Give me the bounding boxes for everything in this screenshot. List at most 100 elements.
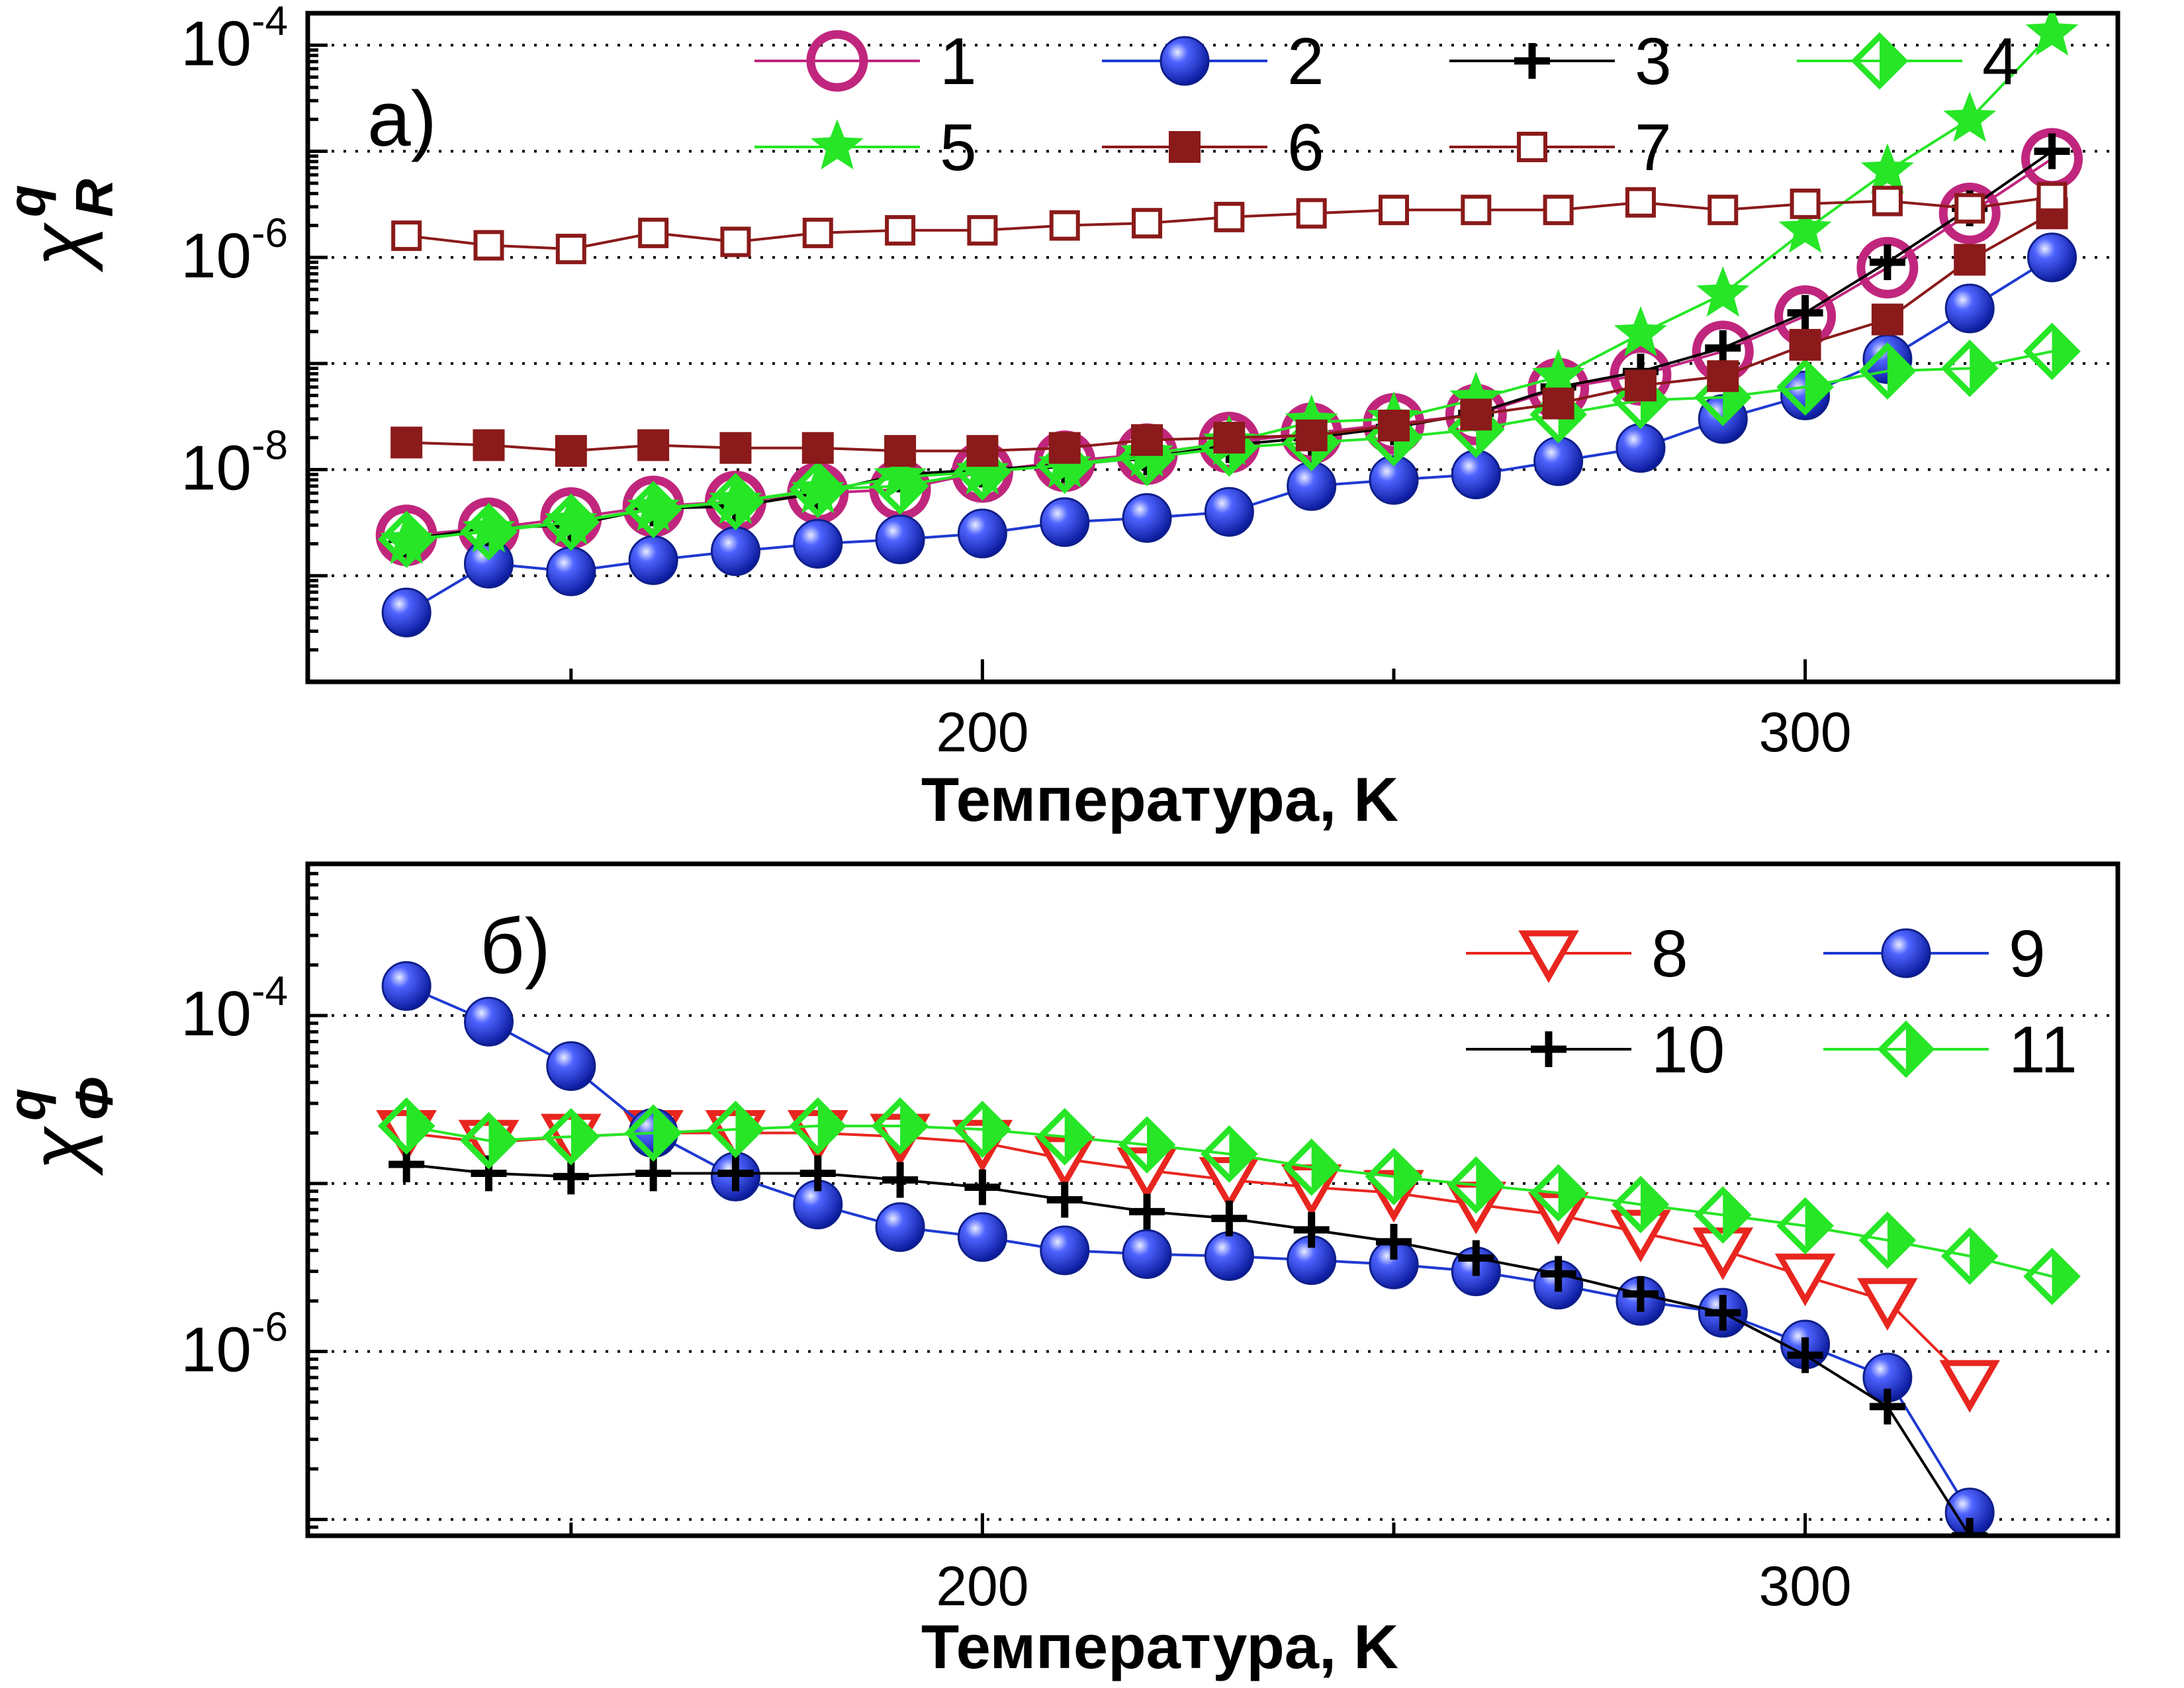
data-point: [1378, 409, 1410, 442]
data-point: [954, 1100, 1011, 1158]
data-point: [1542, 387, 1574, 420]
data-point: [1615, 423, 1666, 473]
data-point: [1774, 1253, 1836, 1307]
data-point: [1296, 198, 1327, 229]
y-axis-subscript: Φ: [65, 1077, 124, 1121]
data-point: [956, 444, 1009, 494]
legend-item-9: 9: [1823, 917, 2046, 991]
data-point: [719, 432, 752, 464]
data-point: [460, 1111, 518, 1170]
data-point: [1449, 371, 1503, 422]
data-point: [546, 546, 596, 596]
data-point: [882, 1162, 919, 1198]
data-point: [1447, 1156, 1505, 1214]
data-point: [1543, 195, 1574, 226]
panel-label: б): [480, 903, 551, 990]
series-2: [381, 232, 2077, 637]
legend-label: 2: [1287, 24, 1324, 99]
data-point: [2023, 322, 2081, 381]
x-tick-label: 300: [1759, 1555, 1852, 1617]
data-point: [1869, 1388, 1905, 1425]
legend-item-5: 5: [754, 111, 977, 185]
data-point: [1533, 436, 1584, 487]
data-point: [2036, 181, 2068, 212]
legend-marker: [1881, 928, 1931, 978]
data-point: [1625, 187, 1656, 218]
legend-marker: [1517, 132, 1547, 162]
data-point: [1869, 244, 1905, 281]
data-point: [1132, 208, 1163, 239]
data-point: [1952, 1518, 1988, 1536]
data-point: [1285, 394, 1338, 445]
data-point: [1776, 1197, 1834, 1255]
data-point: [1204, 1231, 1254, 1281]
data-point: [871, 1097, 929, 1155]
y-tick-label: 10-8: [181, 422, 288, 503]
panel-label: а): [367, 75, 437, 163]
data-point: [885, 214, 916, 246]
data-point: [1944, 283, 1995, 334]
data-point: [462, 502, 516, 553]
data-point: [875, 1202, 925, 1252]
data-point: [1461, 195, 1492, 226]
data-point: [1129, 1194, 1165, 1230]
data-point: [1787, 295, 1823, 331]
data-point: [801, 432, 834, 464]
data-point: [1943, 91, 1997, 142]
series-11: [377, 1097, 2081, 1305]
data-point: [1118, 1116, 1176, 1174]
data-point: [1200, 1125, 1258, 1183]
legend-marker: [1514, 43, 1550, 79]
data-point: [1610, 1209, 1671, 1263]
y-axis-symbol: χ: [15, 222, 103, 273]
data-point: [628, 535, 678, 585]
x-axis-title: Температура, K: [921, 765, 1398, 834]
data-point: [1696, 266, 1750, 317]
data-point: [1776, 358, 1834, 416]
data-point: [542, 1107, 600, 1166]
legend-marker: [1877, 1020, 1935, 1078]
series-7: [391, 181, 2068, 265]
data-point: [1295, 419, 1328, 451]
series-10: [388, 1147, 1988, 1536]
data-point: [709, 473, 762, 524]
legend-item-2: 2: [1102, 24, 1324, 99]
data-point: [1858, 342, 1917, 400]
legend-item-3: 3: [1449, 24, 1672, 99]
legend-marker: [1518, 930, 1579, 984]
y-ticks: [308, 862, 328, 1538]
data-point: [2034, 133, 2070, 169]
legend-marker: [1531, 1031, 1567, 1067]
data-point: [1938, 182, 2001, 244]
y-axis-symbol: χ: [15, 1125, 103, 1176]
data-point: [799, 1155, 836, 1192]
y-axis-superscript: q: [0, 185, 56, 217]
data-point: [1940, 340, 1999, 397]
data-point: [390, 426, 423, 459]
data-point: [1531, 349, 1585, 400]
data-point: [1940, 1227, 1999, 1285]
data-point: [1858, 1211, 1917, 1269]
data-point: [1705, 330, 1741, 366]
data-point: [1612, 1176, 1670, 1233]
data-point: [964, 1169, 1001, 1205]
data-point: [627, 481, 680, 532]
data-point: [1707, 195, 1739, 226]
data-point: [1622, 1276, 1659, 1312]
data-point: [1213, 422, 1246, 454]
data-point: [473, 429, 505, 461]
data-point: [1790, 188, 1821, 219]
x-tick-label: 200: [936, 1555, 1028, 1617]
data-point: [957, 1212, 1007, 1262]
data-point: [546, 1041, 596, 1092]
data-point: [638, 217, 669, 248]
data-point: [1694, 1186, 1752, 1244]
data-point: [381, 961, 432, 1011]
legend-label: 9: [2009, 917, 2046, 991]
legend-item-1: 1: [754, 24, 977, 99]
data-point: [720, 226, 751, 258]
data-point: [1871, 303, 1903, 336]
data-point: [377, 1097, 435, 1155]
